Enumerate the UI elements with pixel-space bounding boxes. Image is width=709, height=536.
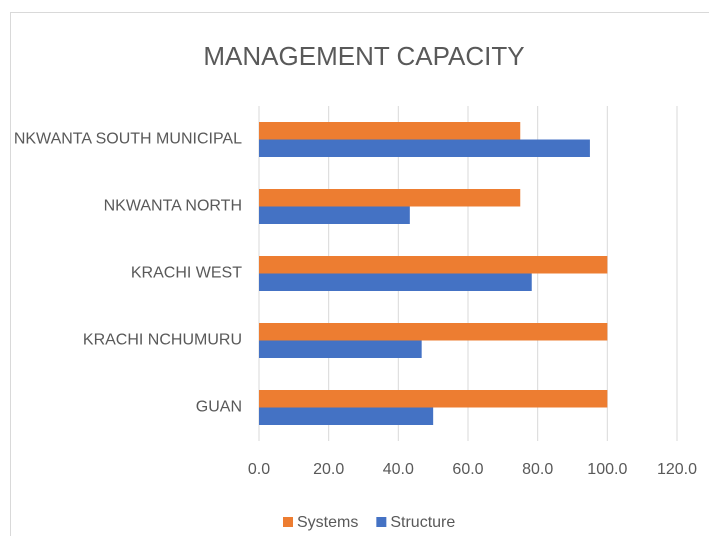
x-tick-label: 80.0 [522,461,553,478]
x-tick-label: 20.0 [313,461,344,478]
chart-title: MANAGEMENT CAPACITY [203,41,524,71]
legend-label: Structure [390,514,455,531]
y-tick-label: NKWANTA NORTH [104,198,242,215]
x-tick-label: 120.0 [657,461,697,478]
x-tick-label: 60.0 [452,461,483,478]
bar [259,407,434,425]
legend-swatch [283,517,293,527]
bar [259,273,532,291]
bar [259,256,608,274]
bar [259,139,590,157]
y-tick-label: NKWANTA SOUTH MUNICIPAL [14,131,242,148]
bar [259,340,422,358]
bar [259,206,410,224]
bar [259,390,608,408]
y-tick-label: KRACHI WEST [131,265,242,282]
legend-label: Systems [297,514,358,531]
bar [259,323,608,341]
x-tick-label: 100.0 [587,461,627,478]
bar [259,189,521,207]
x-tick-label: 40.0 [383,461,414,478]
y-tick-label: KRACHI NCHUMURU [83,332,242,349]
bar [259,122,521,140]
y-tick-label: GUAN [196,399,242,416]
x-tick-label: 0.0 [248,461,270,478]
legend-swatch [376,517,387,527]
